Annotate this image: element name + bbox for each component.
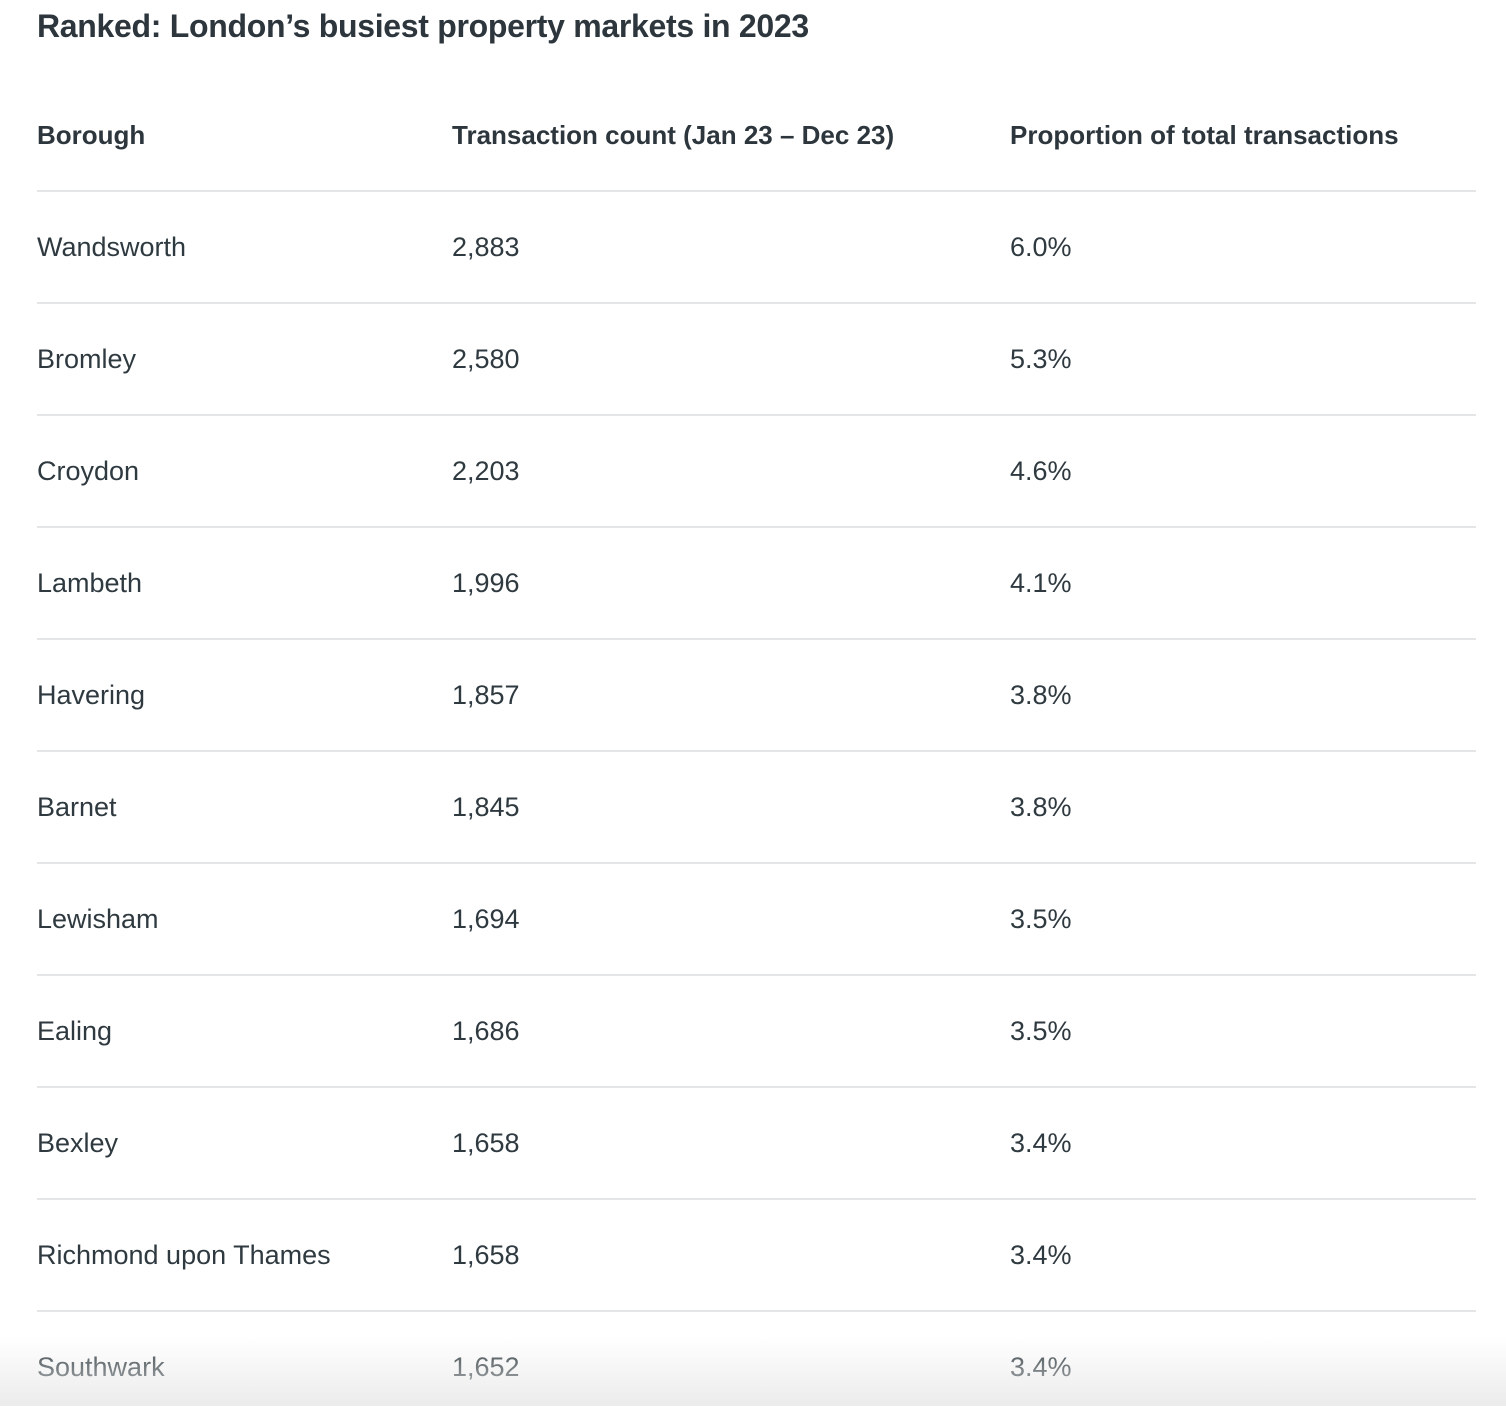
- table-row: Lewisham 1,694 3.5%: [37, 863, 1476, 976]
- cell-proportion: 5.3%: [1010, 303, 1476, 416]
- cell-transaction-count: 1,845: [452, 751, 1010, 864]
- cell-borough: Richmond upon Thames: [37, 1199, 452, 1312]
- cell-borough: Bromley: [37, 303, 452, 416]
- cell-borough: Wandsworth: [37, 191, 452, 304]
- cell-transaction-count: 1,686: [452, 975, 1010, 1088]
- table-row: Southwark 1,652 3.4%: [37, 1311, 1476, 1422]
- cell-proportion: 3.8%: [1010, 639, 1476, 752]
- cell-transaction-count: 1,658: [452, 1199, 1010, 1312]
- cell-transaction-count: 1,652: [452, 1351, 520, 1382]
- table-row: Croydon 2,203 4.6%: [37, 415, 1476, 528]
- cell-borough: Lambeth: [37, 527, 452, 640]
- page-title: Ranked: London’s busiest property market…: [37, 8, 809, 44]
- cell-borough: Croydon: [37, 415, 452, 528]
- cell-borough: Barnet: [37, 751, 452, 864]
- cell-proportion: 3.8%: [1010, 751, 1476, 864]
- cell-transaction-count: 2,203: [452, 415, 1010, 528]
- transactions-table: Borough Transaction count (Jan 23 – Dec …: [37, 80, 1476, 1422]
- cell-transaction-count: 1,658: [452, 1087, 1010, 1200]
- column-header-borough: Borough: [37, 80, 452, 192]
- cell-borough: Bexley: [37, 1087, 452, 1200]
- table-row: Bromley 2,580 5.3%: [37, 303, 1476, 416]
- column-header-proportion: Proportion of total transactions: [1010, 80, 1476, 192]
- table-body: Wandsworth 2,883 6.0% Bromley 2,580 5.3%…: [37, 191, 1476, 1422]
- table-row: Wandsworth 2,883 6.0%: [37, 191, 1476, 304]
- cell-borough: Ealing: [37, 975, 452, 1088]
- cell-proportion: 3.5%: [1010, 863, 1476, 976]
- column-header-transaction-count: Transaction count (Jan 23 – Dec 23): [452, 80, 1010, 192]
- table-row: Bexley 1,658 3.4%: [37, 1087, 1476, 1200]
- table-row: Ealing 1,686 3.5%: [37, 975, 1476, 1088]
- cell-transaction-count: 1,694: [452, 863, 1010, 976]
- cell-proportion: 4.1%: [1010, 527, 1476, 640]
- table-row: Barnet 1,845 3.8%: [37, 751, 1476, 864]
- table-header-row: Borough Transaction count (Jan 23 – Dec …: [37, 80, 1476, 192]
- table-row: Lambeth 1,996 4.1%: [37, 527, 1476, 640]
- cell-transaction-count: 2,883: [452, 191, 1010, 304]
- transactions-table-container: Borough Transaction count (Jan 23 – Dec …: [37, 80, 1476, 1422]
- cell-proportion: 3.4%: [1010, 1199, 1476, 1312]
- table-row: Richmond upon Thames 1,658 3.4%: [37, 1199, 1476, 1312]
- cell-borough: Havering: [37, 639, 452, 752]
- cell-proportion: 3.5%: [1010, 975, 1476, 1088]
- cell-transaction-count: 2,580: [452, 303, 1010, 416]
- cell-proportion: 4.6%: [1010, 415, 1476, 528]
- cell-transaction-count: 1,857: [452, 639, 1010, 752]
- cell-borough: Lewisham: [37, 863, 452, 976]
- cell-borough: Southwark: [37, 1351, 165, 1382]
- table-row: Havering 1,857 3.8%: [37, 639, 1476, 752]
- cell-proportion: 6.0%: [1010, 191, 1476, 304]
- cell-transaction-count: 1,996: [452, 527, 1010, 640]
- cell-proportion: 3.4%: [1010, 1087, 1476, 1200]
- table-header: Borough Transaction count (Jan 23 – Dec …: [37, 80, 1476, 192]
- cell-proportion: 3.4%: [1010, 1351, 1072, 1382]
